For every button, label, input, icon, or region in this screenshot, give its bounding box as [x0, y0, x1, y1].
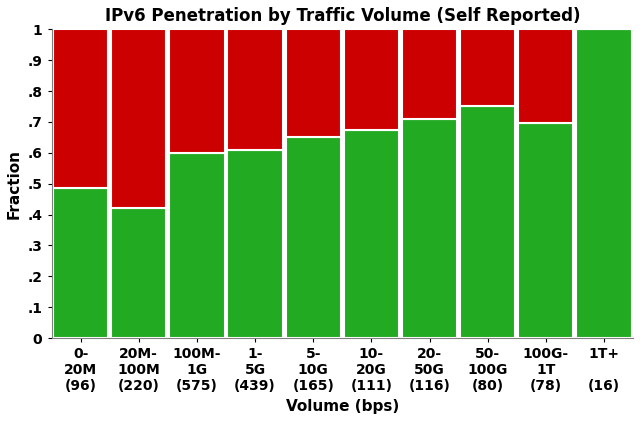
Bar: [344, 29, 399, 130]
Bar: [518, 29, 573, 123]
Bar: [285, 137, 341, 338]
Y-axis label: Fraction: Fraction: [7, 149, 22, 218]
Bar: [227, 150, 283, 338]
Bar: [402, 119, 457, 338]
Bar: [460, 29, 515, 107]
Bar: [111, 208, 166, 338]
Bar: [111, 29, 166, 208]
Bar: [402, 29, 457, 119]
Bar: [344, 130, 399, 338]
Bar: [577, 29, 632, 338]
Bar: [170, 153, 225, 338]
X-axis label: Volume (bps): Volume (bps): [285, 399, 399, 414]
Bar: [518, 123, 573, 338]
Bar: [170, 29, 225, 153]
Title: IPv6 Penetration by Traffic Volume (Self Reported): IPv6 Penetration by Traffic Volume (Self…: [104, 7, 580, 25]
Bar: [227, 29, 283, 150]
Bar: [53, 188, 108, 338]
Bar: [460, 107, 515, 338]
Bar: [285, 29, 341, 137]
Bar: [53, 29, 108, 188]
